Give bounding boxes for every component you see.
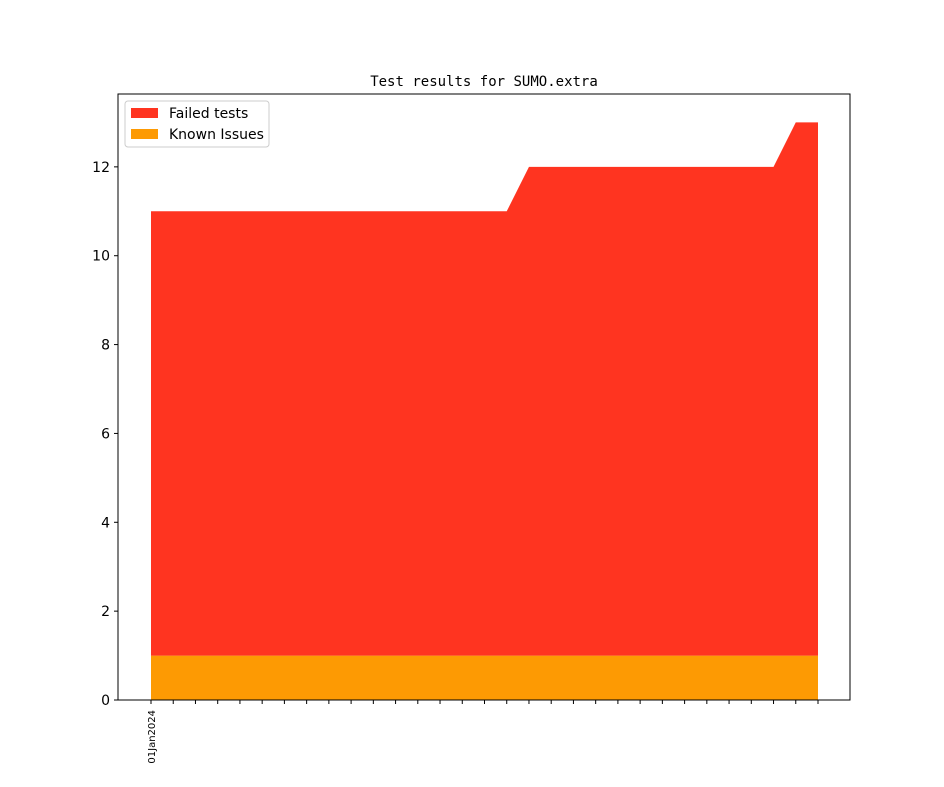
y-tick-label: 6 bbox=[101, 426, 110, 442]
y-tick-label: 12 bbox=[92, 160, 110, 176]
area bbox=[151, 655, 818, 700]
legend-swatch bbox=[131, 129, 158, 139]
area bbox=[151, 122, 818, 656]
legend-label: Known Issues bbox=[169, 127, 264, 143]
chart-title: Test results for SUMO.extra bbox=[370, 74, 598, 90]
y-tick-label: 8 bbox=[101, 338, 110, 354]
y-tick-label: 0 bbox=[101, 693, 110, 709]
y-tick-label: 2 bbox=[101, 604, 110, 620]
legend-frame bbox=[124, 100, 270, 148]
legend-swatch bbox=[131, 108, 158, 118]
y-tick-label: 4 bbox=[101, 515, 110, 531]
x-tick-label: 01Jan2024 bbox=[147, 710, 158, 764]
y-tick-label: 10 bbox=[92, 249, 110, 265]
legend-label: Failed tests bbox=[169, 106, 248, 122]
